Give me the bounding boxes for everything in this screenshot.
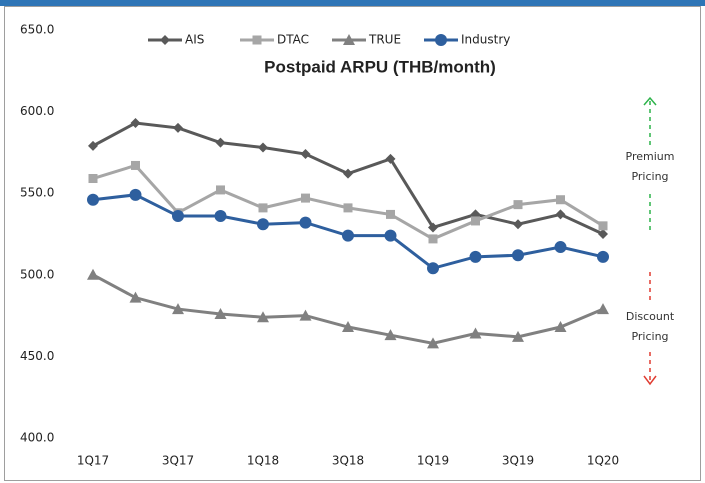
legend-marker xyxy=(252,35,262,45)
marker xyxy=(299,309,312,321)
marker xyxy=(257,311,269,323)
x-tick-label: 1Q19 xyxy=(417,454,449,468)
marker xyxy=(512,330,524,342)
marker xyxy=(301,193,310,203)
marker xyxy=(299,216,312,229)
marker xyxy=(554,321,567,333)
marker xyxy=(131,160,140,170)
y-tick-label: 600.0 xyxy=(20,104,54,118)
marker xyxy=(555,209,566,220)
y-tick-label: 450.0 xyxy=(20,349,54,363)
marker xyxy=(216,185,225,195)
marker xyxy=(87,193,99,206)
marker xyxy=(130,118,141,129)
arrow-head xyxy=(643,375,657,386)
marker xyxy=(172,210,184,223)
marker xyxy=(386,209,395,219)
marker xyxy=(173,122,183,133)
legend-marker xyxy=(435,34,447,46)
marker xyxy=(300,149,311,160)
marker xyxy=(343,203,353,213)
legend-marker xyxy=(160,35,170,45)
x-tick-label: 3Q18 xyxy=(332,454,364,468)
marker xyxy=(598,221,608,231)
series-line xyxy=(92,273,604,345)
legend-marker xyxy=(343,34,355,45)
marker xyxy=(342,321,354,333)
marker xyxy=(513,200,523,210)
chart-frame xyxy=(4,6,701,481)
marker xyxy=(172,303,184,315)
marker xyxy=(469,327,482,339)
marker xyxy=(214,307,227,319)
legend-label: Industry xyxy=(461,33,510,47)
y-tick-label: 500.0 xyxy=(20,267,54,281)
legend-label: DTAC xyxy=(277,33,309,47)
x-tick-label: 1Q18 xyxy=(247,454,279,468)
marker xyxy=(554,241,567,254)
marker xyxy=(87,268,99,280)
marker xyxy=(214,210,227,223)
arrow-head xyxy=(643,96,657,106)
legend-label: TRUE xyxy=(368,33,401,47)
marker xyxy=(556,195,565,205)
marker xyxy=(343,168,353,179)
marker xyxy=(342,229,354,242)
chart-title: Postpaid ARPU (THB/month) xyxy=(264,57,496,76)
x-tick-label: 1Q17 xyxy=(77,454,109,468)
legend-label: AIS xyxy=(185,33,204,47)
marker xyxy=(428,234,438,244)
marker xyxy=(88,174,98,184)
marker xyxy=(597,250,609,263)
y-tick-label: 550.0 xyxy=(20,186,54,200)
marker xyxy=(428,222,438,233)
top-bar xyxy=(0,0,705,6)
annotation-text: Premium Pricing xyxy=(626,150,675,183)
marker xyxy=(129,188,142,201)
annotation-text: Discount Pricing xyxy=(626,310,675,343)
marker xyxy=(597,303,609,315)
marker xyxy=(88,140,98,151)
marker xyxy=(427,337,439,349)
marker xyxy=(257,218,269,231)
marker xyxy=(598,229,608,239)
marker xyxy=(385,153,396,164)
marker xyxy=(469,250,482,263)
marker xyxy=(427,262,439,275)
marker xyxy=(258,203,268,213)
marker xyxy=(384,329,397,341)
y-tick-label: 650.0 xyxy=(20,23,54,37)
x-tick-label: 1Q20 xyxy=(587,454,619,468)
marker xyxy=(129,291,142,303)
marker xyxy=(471,216,480,226)
x-tick-label: 3Q17 xyxy=(162,454,194,468)
x-tick-label: 3Q19 xyxy=(502,454,534,468)
marker xyxy=(215,137,226,148)
marker xyxy=(513,219,523,230)
marker xyxy=(512,249,524,262)
y-tick-label: 400.0 xyxy=(20,431,54,445)
marker xyxy=(258,142,268,153)
marker xyxy=(384,229,397,242)
